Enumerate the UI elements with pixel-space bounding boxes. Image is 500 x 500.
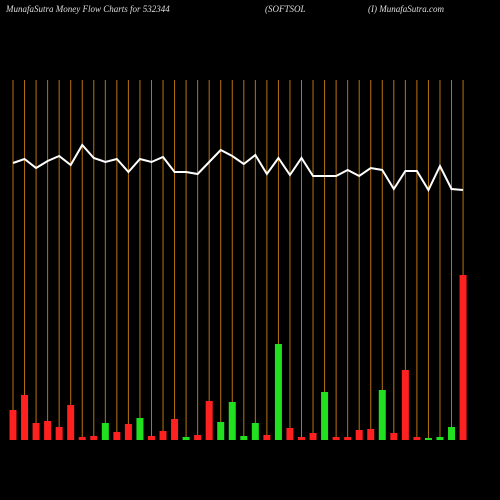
chart-title: (SOFTSOL — [265, 4, 306, 14]
bar — [263, 435, 271, 440]
bar — [159, 431, 167, 440]
bar — [274, 344, 282, 440]
bar — [355, 430, 363, 440]
chart-title: (I) MunafaSutra.com — [368, 4, 444, 14]
bar — [436, 437, 444, 440]
bar — [332, 437, 340, 440]
bar — [401, 370, 409, 440]
bar — [32, 423, 40, 440]
bar — [286, 428, 294, 440]
bar — [459, 275, 467, 440]
bar — [44, 421, 52, 440]
bar — [21, 395, 29, 440]
bar — [240, 436, 248, 440]
bar — [194, 435, 202, 440]
bar — [367, 429, 375, 440]
price-line — [12, 143, 464, 193]
bar — [424, 438, 432, 440]
bar — [147, 436, 155, 440]
bar — [309, 433, 317, 440]
bar — [448, 427, 456, 440]
bar — [390, 433, 398, 440]
bar — [321, 392, 329, 440]
bar — [124, 424, 132, 440]
chart-title: MunafaSutra Money Flow Charts for 532344 — [5, 4, 170, 14]
bar — [78, 437, 86, 440]
bar — [182, 437, 190, 440]
bar — [171, 419, 179, 440]
bar — [55, 427, 63, 440]
bar — [101, 423, 109, 440]
bar — [298, 437, 305, 440]
bar — [90, 436, 98, 440]
bar — [67, 405, 75, 440]
bar — [9, 410, 17, 440]
bar — [205, 401, 213, 440]
bar — [413, 437, 421, 440]
bar — [136, 418, 144, 440]
bar — [113, 432, 121, 440]
bar — [217, 422, 225, 440]
bar — [251, 423, 259, 440]
bar — [378, 390, 386, 440]
bar — [228, 402, 236, 440]
bar — [344, 437, 352, 440]
